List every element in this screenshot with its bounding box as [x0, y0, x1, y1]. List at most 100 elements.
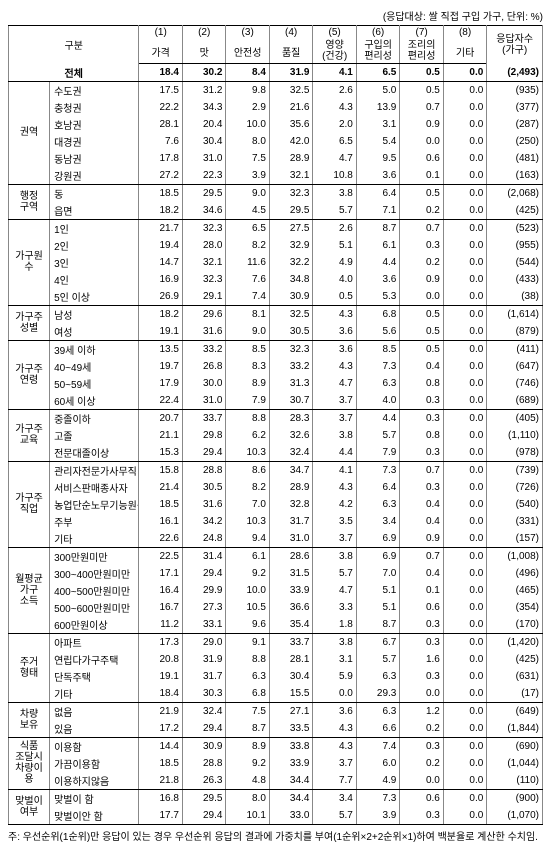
cell: 권역 [9, 81, 50, 184]
cell: 5.7 [313, 565, 356, 582]
cell: 6.4 [356, 184, 399, 202]
cell: 31.0 [182, 392, 225, 410]
cell: 30.4 [182, 133, 225, 150]
cell: 5.3 [356, 288, 399, 306]
cell: 이용하지않음 [50, 772, 139, 790]
cell: 0.0 [443, 651, 486, 668]
cell: 34.4 [269, 772, 312, 790]
cell: 6.9 [356, 547, 399, 565]
cell: 29.1 [182, 288, 225, 306]
cell: 0.4 [400, 496, 443, 513]
cell: 29.8 [182, 427, 225, 444]
cell: 0.3 [400, 237, 443, 254]
cell: 600만원이상 [50, 616, 139, 634]
cell: 28.8 [182, 461, 225, 479]
cell: 전문대졸이상 [50, 444, 139, 462]
cell: 29.0 [182, 633, 225, 651]
h8n: (8) [443, 26, 486, 40]
cell: 단독주택 [50, 668, 139, 685]
cell: (433) [487, 271, 543, 288]
cell: 4.7 [313, 150, 356, 167]
cell: 3.1 [356, 116, 399, 133]
cell: 4.1 [313, 64, 356, 82]
cell: 6.5 [356, 64, 399, 82]
cell: 4.9 [313, 254, 356, 271]
cell: 3.7 [313, 392, 356, 410]
cell: 0.5 [400, 305, 443, 323]
cell: 6.2 [226, 427, 269, 444]
cell: (1,420) [487, 633, 543, 651]
cell: (110) [487, 772, 543, 790]
cell: (1,070) [487, 807, 543, 825]
cell: 29.3 [356, 685, 399, 703]
cell: 0.1 [400, 582, 443, 599]
cell: 3.7 [313, 755, 356, 772]
cell: 가끔이용함 [50, 755, 139, 772]
cell: 8.8 [226, 409, 269, 427]
cell: 0.0 [443, 685, 486, 703]
cell: 7.5 [226, 702, 269, 720]
cell: 0.6 [400, 150, 443, 167]
cell: 4.3 [313, 99, 356, 116]
cell: 10.3 [226, 444, 269, 462]
cell: 29.5 [269, 202, 312, 220]
cell: 7.6 [226, 271, 269, 288]
cell: 0.3 [400, 392, 443, 410]
cell: 2.9 [226, 99, 269, 116]
cell: (405) [487, 409, 543, 427]
cell: 33.7 [269, 633, 312, 651]
cell: 6.5 [226, 219, 269, 237]
cell: 0.0 [443, 340, 486, 358]
cell: 20.7 [139, 409, 182, 427]
cell: 26.9 [139, 288, 182, 306]
cell: 0.5 [313, 288, 356, 306]
cell: 18.5 [139, 755, 182, 772]
cell: 31.0 [269, 530, 312, 548]
cell: 가구주성별 [9, 305, 50, 340]
cell: 33.1 [182, 616, 225, 634]
h8t: 기타 [443, 39, 486, 64]
h2t: 맛 [182, 39, 225, 64]
cell: 400~500만원미만 [50, 582, 139, 599]
cell: 28.1 [139, 116, 182, 133]
cell: 10.0 [226, 582, 269, 599]
cell: 17.1 [139, 565, 182, 582]
cell: 34.6 [182, 202, 225, 220]
cell: 8.2 [226, 237, 269, 254]
cell: 11.6 [226, 254, 269, 271]
cell: 4인 [50, 271, 139, 288]
cell: (157) [487, 530, 543, 548]
cell: 3.4 [356, 513, 399, 530]
cell: 32.9 [269, 237, 312, 254]
cell: 있음 [50, 720, 139, 738]
cell: (955) [487, 237, 543, 254]
cell: 8.3 [226, 358, 269, 375]
cell: 7.0 [356, 565, 399, 582]
cell: 6.3 [356, 668, 399, 685]
cell: 0.4 [400, 358, 443, 375]
cell: 4.7 [313, 375, 356, 392]
cell: 4.3 [313, 479, 356, 496]
cell: 1.2 [400, 702, 443, 720]
cell: 3.9 [226, 167, 269, 185]
cell: 농업단순노무기능원등 [50, 496, 139, 513]
cell: 동 [50, 184, 139, 202]
h-resp: 응답자수(가구) [487, 26, 543, 64]
cell: 맞벌이여부 [9, 789, 50, 824]
cell: 10.5 [226, 599, 269, 616]
cell: 30.3 [182, 685, 225, 703]
cell: 7.7 [313, 772, 356, 790]
cell: 8.2 [226, 479, 269, 496]
cell: (1,614) [487, 305, 543, 323]
cell: (523) [487, 219, 543, 237]
cell: 0.0 [443, 496, 486, 513]
cell: (2,068) [487, 184, 543, 202]
cell: 27.5 [269, 219, 312, 237]
cell: 중졸이하 [50, 409, 139, 427]
cell: 32.8 [269, 496, 312, 513]
cell: 주부 [50, 513, 139, 530]
cell: 3.8 [313, 427, 356, 444]
cell: 7.1 [356, 202, 399, 220]
cell: 21.8 [139, 772, 182, 790]
cell: 0.0 [443, 254, 486, 271]
